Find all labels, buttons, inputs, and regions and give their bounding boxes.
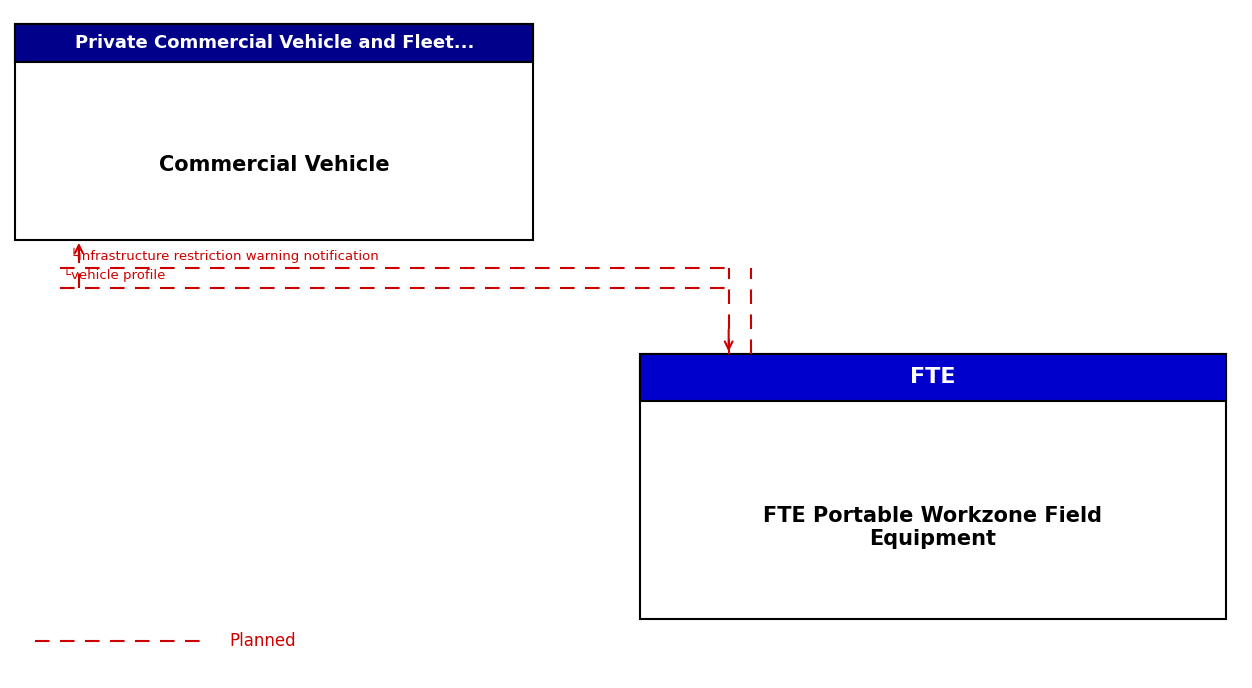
Text: FTE Portable Workzone Field
Equipment: FTE Portable Workzone Field Equipment [764,506,1102,549]
Text: Private Commercial Vehicle and Fleet...: Private Commercial Vehicle and Fleet... [75,34,473,52]
Text: └infrastructure restriction warning notification: └infrastructure restriction warning noti… [70,248,379,263]
Text: FTE: FTE [910,367,955,387]
Bar [15,24,533,240]
Text: └vehicle profile: └vehicle profile [63,267,165,282]
Text: Planned: Planned [229,632,295,650]
Bar [640,354,1226,400]
Bar [640,354,1226,619]
Text: Commercial Vehicle: Commercial Vehicle [159,155,389,175]
Bar [15,24,533,62]
